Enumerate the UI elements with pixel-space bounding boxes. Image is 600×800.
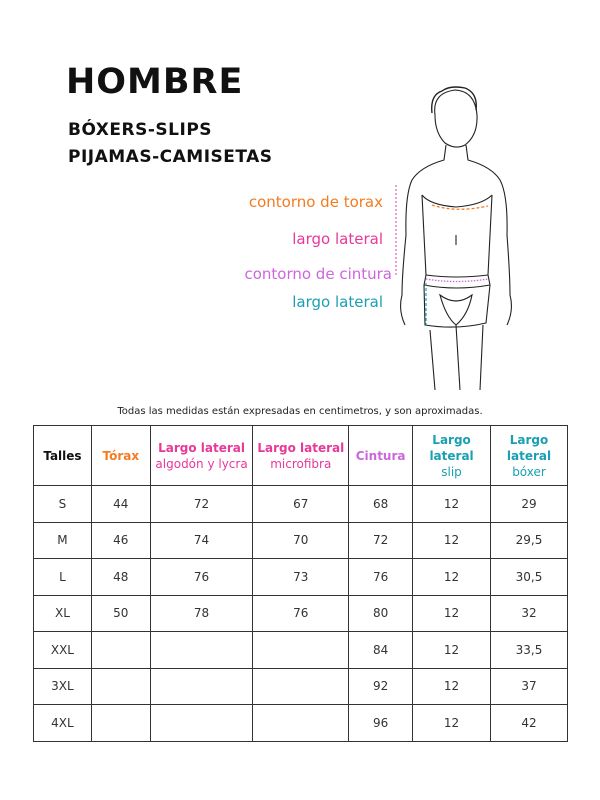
- table-cell: 32: [490, 594, 568, 632]
- table-cell: 29: [490, 485, 568, 523]
- header-largo-lateral-slip: Largo lateral slip: [412, 425, 492, 486]
- table-cell: 12: [412, 594, 492, 632]
- table-cell: 50: [90, 594, 151, 632]
- table-row: XL 50 78 76 80 12 32: [33, 594, 568, 632]
- table-cell: [90, 704, 151, 742]
- subtitle-line-2: PIJAMAS-CAMISETAS: [68, 147, 273, 167]
- table-cell: [149, 667, 254, 705]
- table-cell: [252, 667, 350, 705]
- table-cell: 80: [348, 594, 414, 632]
- table-cell: 48: [90, 558, 151, 596]
- label-side-length-top: largo lateral: [292, 230, 383, 248]
- table-cell: [252, 704, 350, 742]
- table-cell: 74: [149, 521, 254, 559]
- table-cell: 84: [348, 631, 414, 669]
- table-cell: 76: [252, 594, 350, 632]
- table-cell: 78: [149, 594, 254, 632]
- table-cell: S: [33, 485, 92, 523]
- label-side-length-bottom: largo lateral: [292, 293, 383, 311]
- table-cell: 30,5: [490, 558, 568, 596]
- table-cell: [90, 631, 151, 669]
- table-cell: L: [33, 558, 92, 596]
- table-cell: 76: [149, 558, 254, 596]
- header-cintura: Cintura: [348, 425, 414, 486]
- table-cell: 72: [149, 485, 254, 523]
- measurement-note: Todas las medidas están expresadas en ce…: [117, 406, 483, 417]
- header-torax: Tórax: [90, 425, 151, 486]
- table-cell: 72: [348, 521, 414, 559]
- table-cell: 12: [412, 631, 492, 669]
- table-cell: 37: [490, 667, 568, 705]
- table-cell: 12: [412, 521, 492, 559]
- table-cell: 3XL: [33, 667, 92, 705]
- table-cell: 42: [490, 704, 568, 742]
- table-cell: 67: [252, 485, 350, 523]
- table-cell: XL: [33, 594, 92, 632]
- table-cell: [252, 631, 350, 669]
- man-figure-illustration: [395, 86, 513, 391]
- table-row: 3XL 92 12 37: [33, 667, 568, 705]
- table-row: M 46 74 70 72 12 29,5: [33, 521, 568, 559]
- table-cell: 68: [348, 485, 414, 523]
- table-row: S 44 72 67 68 12 29: [33, 485, 568, 523]
- table-row: XXL 84 12 33,5: [33, 631, 568, 669]
- table-cell: 92: [348, 667, 414, 705]
- table-cell: 12: [412, 485, 492, 523]
- table-cell: 73: [252, 558, 350, 596]
- table-cell: [90, 667, 151, 705]
- header-largo-lateral-boxer: Largo lateral bóxer: [490, 425, 568, 486]
- table-cell: 44: [90, 485, 151, 523]
- label-waist: contorno de cintura: [244, 265, 392, 283]
- table-cell: 33,5: [490, 631, 568, 669]
- table-header-row: Talles Tórax Largo lateral algodón y lycr…: [33, 425, 568, 486]
- page-title: HOMBRE: [66, 62, 244, 102]
- table-cell: 70: [252, 521, 350, 559]
- table-cell: 29,5: [490, 521, 568, 559]
- table-cell: 12: [412, 667, 492, 705]
- label-chest: contorno de torax: [248, 193, 383, 211]
- table-cell: 96: [348, 704, 414, 742]
- table-cell: 4XL: [33, 704, 92, 742]
- table-cell: 46: [90, 521, 151, 559]
- table-row: 4XL 96 12 42: [33, 704, 568, 742]
- table-cell: M: [33, 521, 92, 559]
- table-cell: [149, 704, 254, 742]
- table-cell: 12: [412, 558, 492, 596]
- table-row: L 48 76 73 76 12 30,5: [33, 558, 568, 596]
- header-largo-lateral-microfibra: Largo lateral microfibra: [252, 425, 350, 486]
- subtitle-line-1: BÓXERS-SLIPS: [68, 120, 213, 140]
- table-cell: XXL: [33, 631, 92, 669]
- table-cell: 12: [412, 704, 492, 742]
- header-talles: Talles: [33, 425, 92, 486]
- size-table: Talles Tórax Largo lateral algodón y lycr…: [33, 425, 568, 742]
- table-cell: 76: [348, 558, 414, 596]
- header-largo-lateral-algodon: Largo lateral algodón y lycra: [149, 425, 254, 486]
- table-cell: [149, 631, 254, 669]
